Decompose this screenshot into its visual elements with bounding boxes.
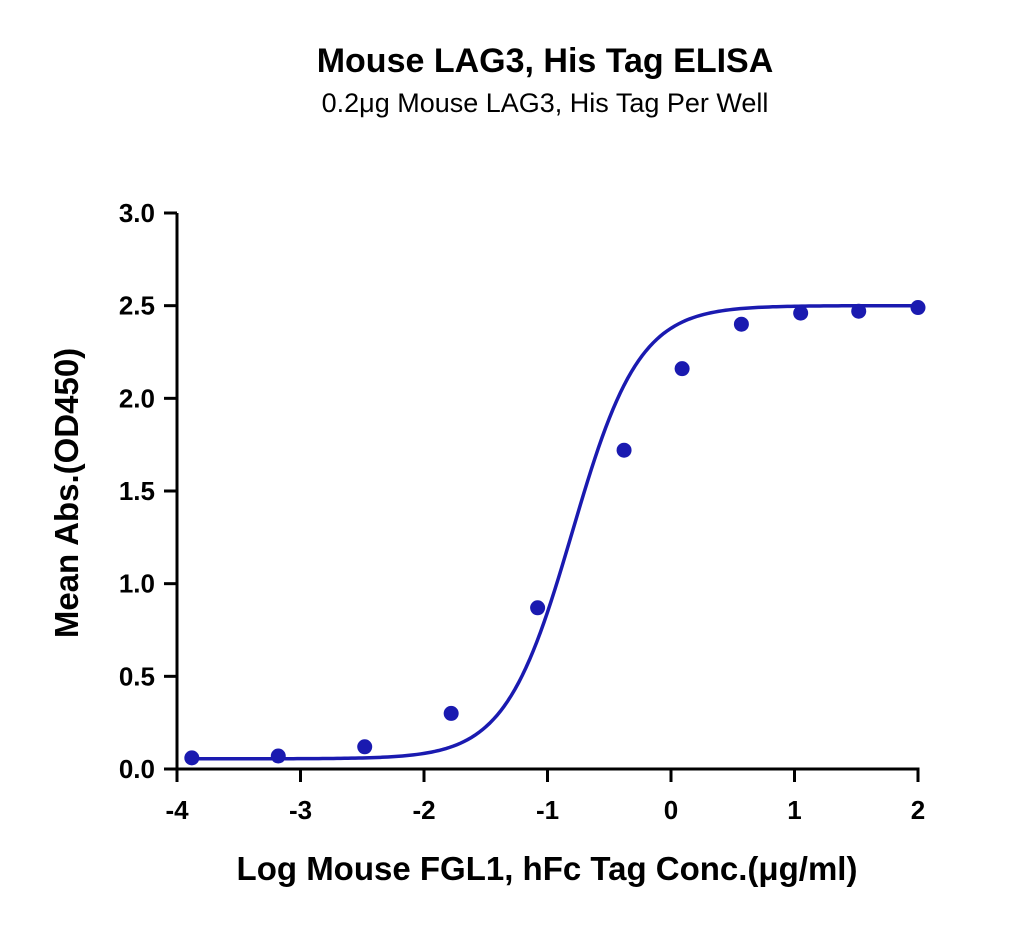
y-axis-label: Mean Abs.(OD450) — [48, 348, 85, 638]
y-tick-label: 2.0 — [119, 383, 155, 413]
x-tick-label: 0 — [664, 795, 678, 825]
data-point — [793, 305, 809, 321]
data-point — [910, 300, 926, 316]
x-tick-label: 2 — [911, 795, 925, 825]
data-point — [184, 750, 200, 766]
data-point — [443, 705, 459, 721]
data-point — [270, 748, 286, 764]
x-tick-label: -4 — [165, 795, 189, 825]
data-point — [733, 316, 749, 332]
y-tick-label: 3.0 — [119, 198, 155, 228]
data-point — [674, 361, 690, 377]
x-axis-label: Log Mouse FGL1, hFc Tag Conc.(μg/ml) — [237, 850, 858, 887]
chart-subtitle: 0.2μg Mouse LAG3, His Tag Per Well — [321, 88, 769, 118]
axes: 0.0 0.5 1.0 1.5 2.0 2.5 3.0 -4 -3 -2 -1 0 1 2 — [119, 198, 925, 825]
data-point — [357, 739, 373, 755]
chart-title: Mouse LAG3, His Tag ELISA — [316, 42, 774, 80]
data-point — [616, 442, 632, 458]
x-tick-label: -1 — [536, 795, 559, 825]
data-points — [184, 300, 926, 766]
x-tick-label: -2 — [412, 795, 435, 825]
data-point — [530, 600, 546, 616]
x-tick-label: -3 — [289, 795, 312, 825]
y-tick-label: 1.5 — [119, 476, 155, 506]
fit-curve — [191, 303, 918, 761]
y-tick-label: 2.5 — [119, 291, 155, 321]
data-point — [851, 303, 867, 319]
y-tick-label: 0.0 — [119, 754, 155, 784]
x-tick-label: 1 — [787, 795, 801, 825]
y-tick-label: 1.0 — [119, 569, 155, 599]
y-tick-label: 0.5 — [119, 661, 155, 691]
fit-curve-group — [191, 303, 918, 761]
